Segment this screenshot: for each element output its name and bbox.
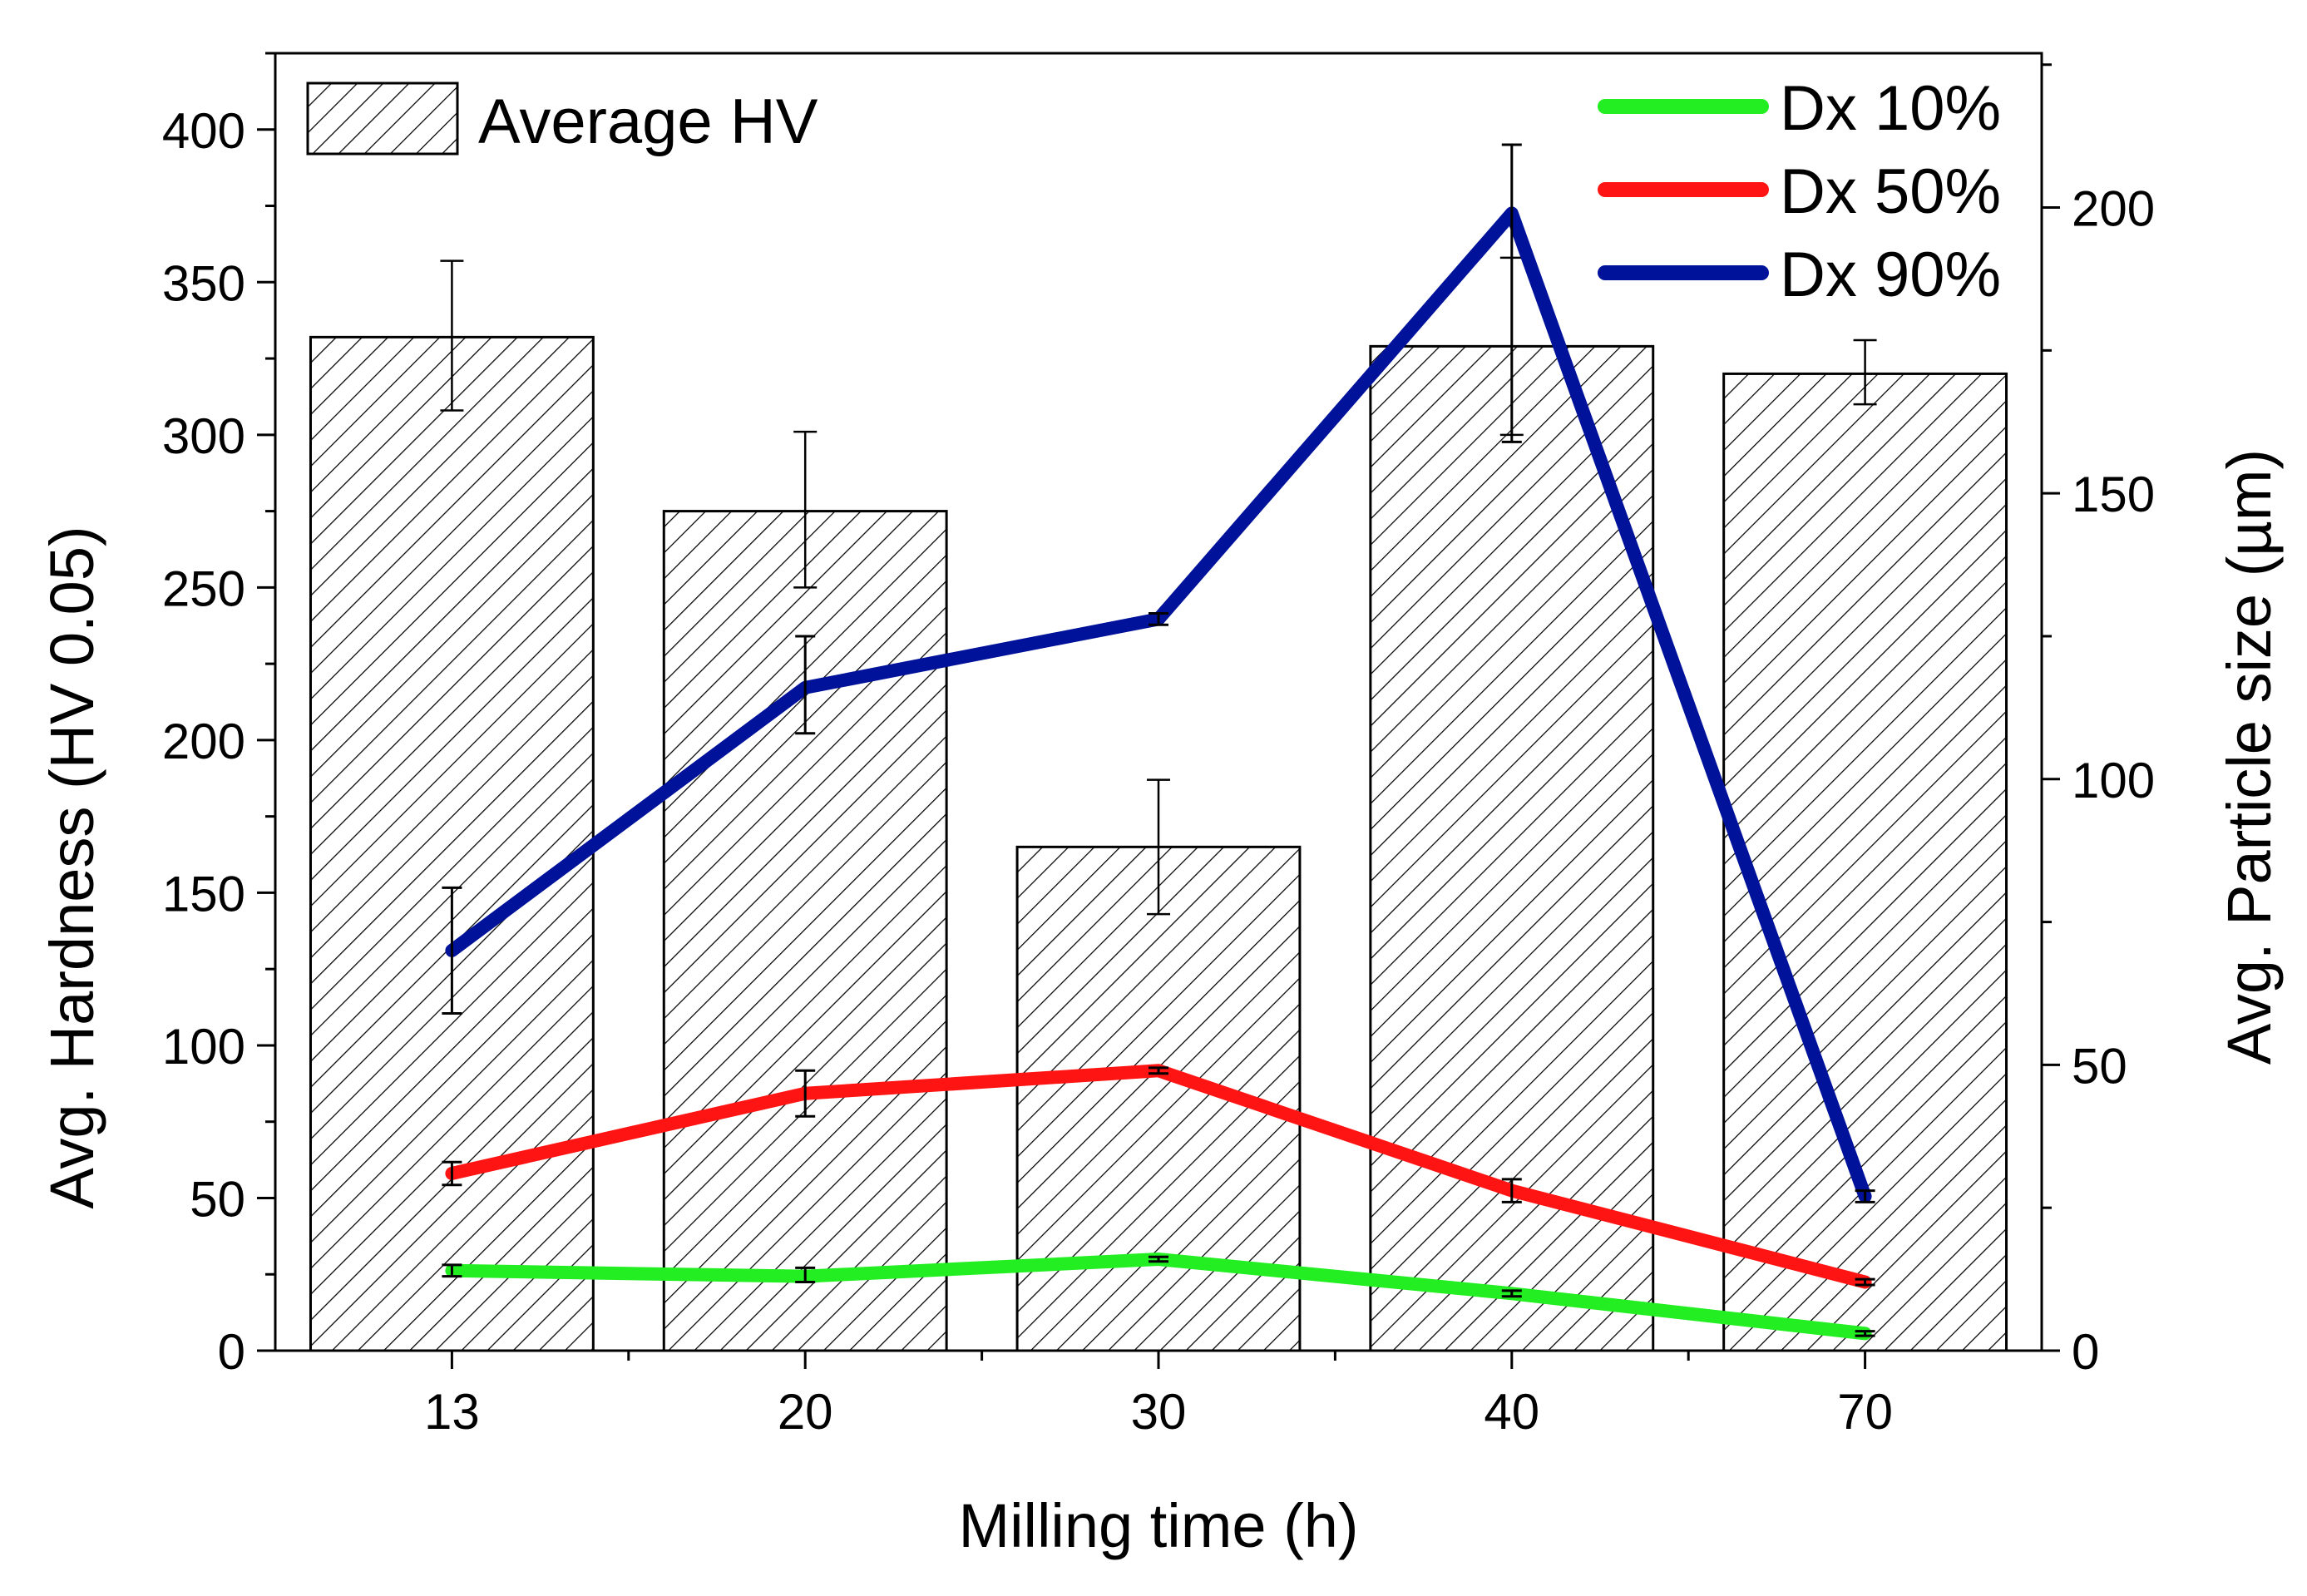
- y-right-tick-label: 0: [2072, 1324, 2099, 1380]
- y-left-tick-label: 350: [162, 255, 245, 311]
- x-tick-label: 30: [1131, 1384, 1187, 1440]
- bar-13: [309, 335, 595, 1352]
- y-axis-label-left: Avg. Hardness (HV 0.05): [37, 526, 106, 1208]
- series-errorbars: [442, 143, 1875, 1337]
- x-tick-label: 20: [778, 1384, 833, 1440]
- legend-lines: Dx 10% Dx 50% Dx 90%: [1598, 73, 2001, 310]
- y-left-tick-label: 150: [162, 866, 245, 922]
- axes-layer: 0 50 100 150 200 250 300 350 400 0 50 100 150 200 13 20…: [162, 52, 2155, 1440]
- legend-bar-label: Average HV: [478, 86, 818, 157]
- y-left-tick-label: 0: [218, 1324, 245, 1380]
- y-left-tick-label: 50: [190, 1171, 245, 1227]
- y-right-tick-label: 200: [2072, 181, 2155, 237]
- legend-line-label-1: Dx 10%: [1780, 73, 2001, 144]
- y-right-tick-label: 100: [2072, 753, 2155, 808]
- y-left-tick-label: 300: [162, 408, 245, 464]
- x-tick-label: 13: [424, 1384, 480, 1440]
- y-left-tick-label: 400: [162, 103, 245, 159]
- legend-line-label-3: Dx 90%: [1780, 240, 2001, 310]
- x-tick-label: 40: [1484, 1384, 1539, 1440]
- y-left-tick-label: 200: [162, 714, 245, 769]
- y-right-tick-label: 150: [2072, 467, 2155, 522]
- bar-errorbars: [440, 256, 1877, 916]
- x-axis-label: Milling time (h): [958, 1491, 1358, 1560]
- y-left-tick-label: 100: [162, 1019, 245, 1075]
- x-tick-label: 70: [1837, 1384, 1893, 1440]
- legend-bars: Average HV: [306, 82, 818, 157]
- y-right-tick-label: 50: [2072, 1038, 2127, 1094]
- y-left-tick-label: 250: [162, 561, 245, 616]
- bar-70: [1722, 372, 2008, 1352]
- legend-line-label-2: Dx 50%: [1780, 156, 2001, 227]
- y-axis-label-right: Avg. Particle size (µm): [2215, 449, 2284, 1065]
- legend-bar-swatch: [306, 82, 459, 156]
